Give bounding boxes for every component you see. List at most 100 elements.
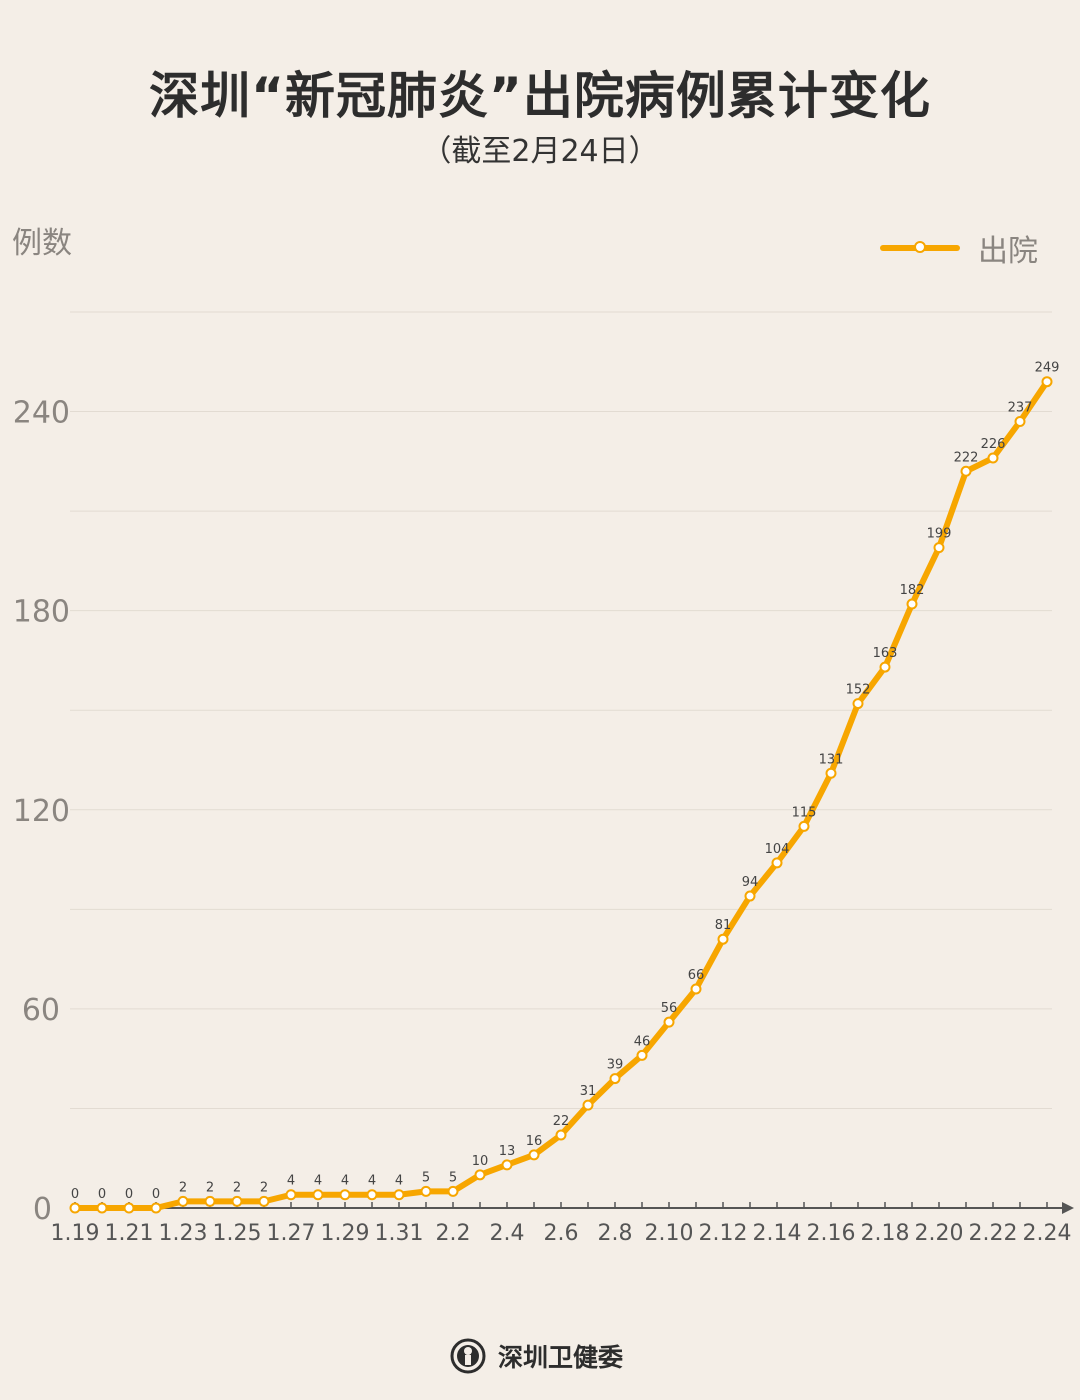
x-tick-label: 2.12	[699, 1221, 748, 1246]
data-point	[987, 452, 999, 464]
y-axis-label: 例数	[12, 226, 72, 261]
data-label: 31	[580, 1084, 597, 1099]
x-axis-arrow	[1062, 1202, 1074, 1214]
data-point	[474, 1169, 486, 1181]
data-label: 81	[715, 918, 732, 933]
data-point	[825, 767, 837, 779]
data-label: 2	[233, 1180, 241, 1195]
data-label: 4	[341, 1174, 349, 1189]
data-point	[393, 1189, 405, 1201]
data-label: 2	[206, 1180, 214, 1195]
legend: 出院	[880, 226, 1038, 270]
y-tick-label: 0	[33, 1192, 52, 1227]
data-label: 5	[449, 1170, 457, 1185]
data-point	[555, 1129, 567, 1141]
data-point	[204, 1195, 216, 1207]
x-tick-label: 2.16	[807, 1221, 856, 1246]
data-label: 94	[742, 875, 759, 890]
footer-org-name: 深圳卫健委	[498, 1343, 624, 1372]
data-point	[1014, 416, 1026, 428]
x-tick-label: 1.29	[321, 1221, 370, 1246]
data-point	[636, 1049, 648, 1061]
data-point	[123, 1202, 135, 1214]
data-label: 13	[499, 1144, 516, 1159]
data-point	[960, 465, 972, 477]
data-label: 56	[661, 1001, 678, 1016]
data-label: 249	[1035, 361, 1060, 376]
data-point	[96, 1202, 108, 1214]
data-label: 4	[287, 1174, 295, 1189]
data-point	[582, 1099, 594, 1111]
data-label: 0	[71, 1187, 79, 1202]
data-point	[852, 698, 864, 710]
x-tick-label: 2.22	[969, 1221, 1018, 1246]
data-point	[609, 1073, 621, 1085]
data-label: 10	[472, 1154, 489, 1169]
data-label: 4	[314, 1174, 322, 1189]
x-tick-label: 2.10	[645, 1221, 694, 1246]
data-point	[69, 1202, 81, 1214]
x-tick-label: 1.27	[267, 1221, 316, 1246]
data-label: 2	[260, 1180, 268, 1195]
data-point	[717, 933, 729, 945]
data-label: 163	[873, 646, 898, 661]
y-tick-label: 240	[13, 396, 70, 431]
legend-dot-marker	[914, 241, 926, 253]
data-point	[1041, 376, 1053, 388]
data-label: 4	[395, 1174, 403, 1189]
data-label: 39	[607, 1058, 624, 1073]
data-label: 0	[98, 1187, 106, 1202]
x-tick-label: 2.2	[436, 1221, 471, 1246]
legend-label: 出院	[978, 234, 1038, 269]
x-tick-label: 1.25	[213, 1221, 262, 1246]
y-tick-label: 60	[22, 993, 60, 1028]
x-tick-label: 1.19	[51, 1221, 100, 1246]
x-tick-label: 2.8	[598, 1221, 633, 1246]
data-label: 152	[846, 683, 871, 698]
data-label: 16	[526, 1134, 543, 1149]
data-point	[690, 983, 702, 995]
data-point	[150, 1202, 162, 1214]
data-point	[933, 542, 945, 554]
data-point	[771, 857, 783, 869]
x-tick-label: 1.21	[105, 1221, 154, 1246]
data-label: 199	[927, 527, 952, 542]
data-point	[447, 1185, 459, 1197]
x-tick-label: 2.18	[861, 1221, 910, 1246]
data-point	[744, 890, 756, 902]
emblem-icon	[450, 1338, 486, 1374]
data-point	[420, 1185, 432, 1197]
data-point	[798, 820, 810, 832]
data-label: 226	[981, 437, 1006, 452]
y-tick-label: 180	[13, 595, 70, 630]
data-label: 46	[634, 1034, 651, 1049]
legend-line-marker	[880, 241, 960, 253]
data-point	[312, 1189, 324, 1201]
data-label: 222	[954, 450, 979, 465]
x-tick-label: 2.20	[915, 1221, 964, 1246]
x-tick-label: 2.4	[490, 1221, 525, 1246]
data-point	[285, 1189, 297, 1201]
data-label: 115	[792, 805, 817, 820]
data-label: 2	[179, 1180, 187, 1195]
data-label: 0	[125, 1187, 133, 1202]
data-point	[231, 1195, 243, 1207]
data-point	[501, 1159, 513, 1171]
data-point	[339, 1189, 351, 1201]
data-point	[663, 1016, 675, 1028]
data-point	[366, 1189, 378, 1201]
data-point	[258, 1195, 270, 1207]
data-label: 237	[1008, 401, 1033, 416]
x-tick-label: 2.6	[544, 1221, 579, 1246]
data-label: 66	[688, 968, 705, 983]
chart-title: 深圳“新冠肺炎”出院病例累计变化	[149, 67, 931, 125]
data-label: 182	[900, 583, 925, 598]
data-label: 5	[422, 1170, 430, 1185]
data-point	[528, 1149, 540, 1161]
x-tick-label: 1.23	[159, 1221, 208, 1246]
data-point	[906, 598, 918, 610]
series-line	[75, 380, 1050, 1211]
x-tick-label: 2.24	[1023, 1221, 1072, 1246]
y-tick-label: 120	[13, 794, 70, 829]
